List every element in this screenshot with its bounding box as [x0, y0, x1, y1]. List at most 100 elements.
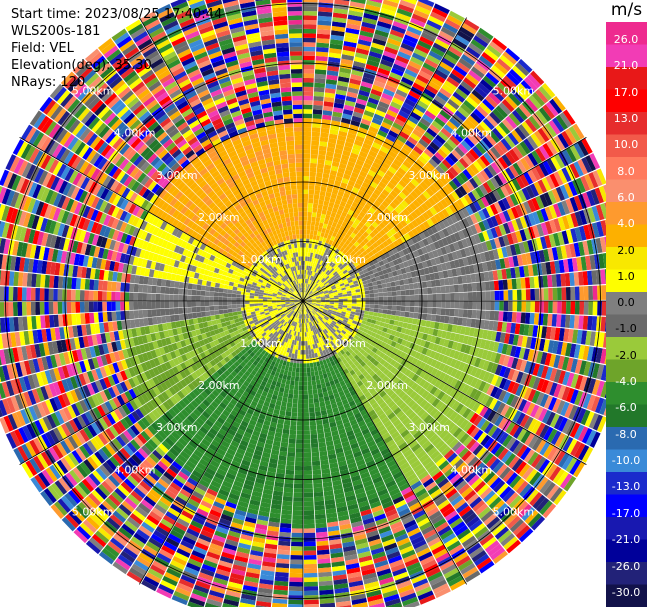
- velocity-gate: [307, 265, 311, 271]
- velocity-gate: [440, 127, 452, 138]
- velocity-gate: [305, 340, 308, 346]
- velocity-gate: [306, 261, 310, 266]
- velocity-gate: [419, 36, 434, 47]
- velocity-gate: [293, 501, 303, 507]
- velocity-gate: [303, 225, 307, 230]
- velocity-gate: [438, 188, 448, 199]
- velocity-gate: [318, 369, 323, 376]
- velocity-gate: [295, 448, 303, 453]
- velocity-gate: [363, 12, 379, 21]
- velocity-gate: [394, 315, 400, 322]
- velocity-gate: [349, 152, 359, 160]
- velocity-gate: [337, 250, 343, 256]
- velocity-gate: [415, 0, 418, 1]
- velocity-gate: [384, 113, 396, 122]
- velocity-gate: [315, 258, 319, 264]
- velocity-gate: [392, 198, 401, 206]
- velocity-gate: [525, 301, 531, 313]
- velocity-gate: [313, 482, 323, 489]
- velocity-gate: [396, 295, 402, 301]
- velocity-gate: [403, 278, 409, 285]
- velocity-gate: [416, 171, 426, 181]
- velocity-gate: [349, 226, 356, 233]
- velocity-gate: [326, 264, 331, 270]
- velocity-gate: [410, 17, 426, 28]
- velocity-gate: [294, 380, 299, 386]
- velocity-gate: [334, 0, 350, 6]
- velocity-gate: [464, 118, 476, 130]
- velocity-gate: [476, 124, 489, 137]
- velocity-gate: [370, 146, 380, 154]
- velocity-gate: [305, 256, 308, 262]
- velocity-gate: [440, 26, 456, 38]
- velocity-gate: [379, 145, 390, 154]
- velocity-gate: [334, 213, 341, 220]
- velocity-gate: [516, 301, 522, 312]
- velocity-gate: [285, 465, 295, 471]
- velocity-gate: [314, 267, 318, 273]
- velocity-gate: [303, 283, 305, 288]
- velocity-gate: [380, 211, 388, 219]
- velocity-gate: [436, 293, 442, 301]
- velocity-gate: [453, 284, 459, 293]
- velocity-gate: [295, 345, 299, 350]
- velocity-gate: [303, 372, 307, 377]
- velocity-gate: [530, 70, 545, 86]
- velocity-gate: [342, 303, 348, 306]
- velocity-gate: [437, 131, 449, 142]
- ray: [303, 0, 400, 301]
- velocity-gate: [310, 434, 318, 440]
- velocity-gate: [323, 262, 328, 268]
- velocity-gate: [303, 559, 317, 565]
- velocity-gate: [390, 314, 396, 321]
- velocity-gate: [335, 223, 342, 230]
- velocity-gate: [322, 110, 333, 116]
- velocity-gate: [427, 197, 437, 207]
- velocity-gate: [303, 113, 313, 119]
- velocity-gate: [303, 537, 316, 542]
- velocity-gate: [290, 559, 303, 565]
- ray: [303, 0, 318, 301]
- velocity-gate: [350, 250, 356, 257]
- velocity-gate: [443, 124, 455, 135]
- velocity-gate: [310, 286, 314, 291]
- velocity-gate: [403, 196, 413, 206]
- velocity-gate: [304, 265, 307, 270]
- velocity-gate: [342, 207, 350, 214]
- velocity-gate: [375, 239, 383, 246]
- velocity-gate: [423, 88, 436, 99]
- velocity-gate: [381, 200, 390, 208]
- velocity-gate: [426, 54, 441, 65]
- velocity-gate: [293, 488, 303, 493]
- velocity-gate: [524, 312, 531, 324]
- velocity-gate: [298, 399, 303, 404]
- velocity-gate: [305, 247, 309, 253]
- velocity-gate: [365, 294, 370, 298]
- velocity-gate: [442, 22, 459, 34]
- velocity-gate: [369, 181, 378, 189]
- velocity-gate: [341, 177, 349, 185]
- velocity-gate: [365, 304, 370, 308]
- velocity-gate: [312, 469, 322, 475]
- velocity-gate: [280, 518, 292, 524]
- velocity-gate: [306, 279, 309, 284]
- velocity-gate: [360, 118, 372, 126]
- velocity-gate: [303, 501, 314, 507]
- velocity-gate: [407, 181, 417, 191]
- velocity-gate: [314, 277, 318, 283]
- velocity-gate: [303, 456, 312, 462]
- velocity-gate: [322, 252, 328, 258]
- velocity-gate: [303, 46, 316, 52]
- velocity-gate: [505, 47, 521, 62]
- velocity-gate: [375, 153, 386, 162]
- velocity-gate: [529, 312, 535, 325]
- velocity-gate: [349, 176, 358, 183]
- velocity-gate: [313, 397, 320, 404]
- velocity-gate: [446, 120, 458, 132]
- velocity-gate: [307, 211, 313, 217]
- velocity-gate: [463, 136, 475, 149]
- velocity-gate: [318, 222, 324, 228]
- velocity-gate: [307, 376, 312, 382]
- velocity-gate: [373, 157, 383, 166]
- velocity-gate: [359, 85, 372, 93]
